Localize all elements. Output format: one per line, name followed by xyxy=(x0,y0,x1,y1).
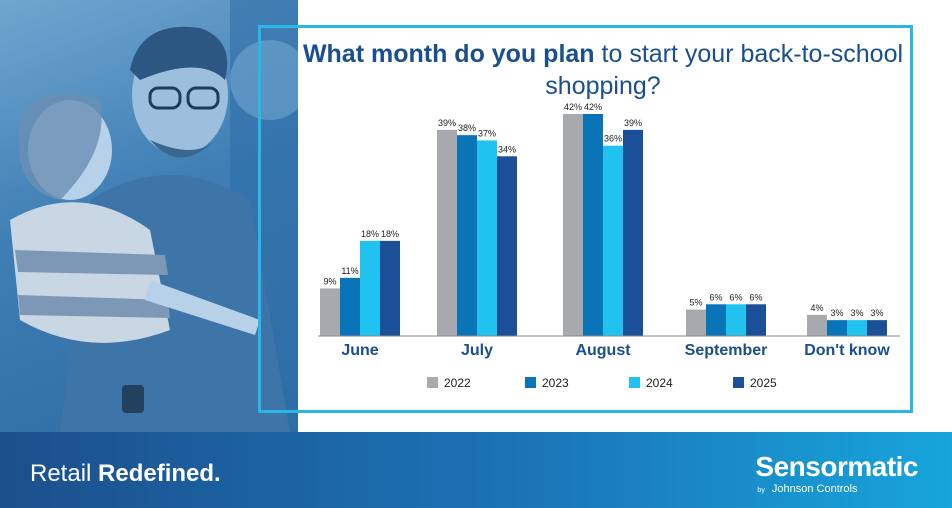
bar xyxy=(686,310,706,336)
bar xyxy=(360,241,380,336)
data-label: 3% xyxy=(870,308,883,318)
category-label: Don't know xyxy=(804,342,890,359)
data-label: 42% xyxy=(564,102,582,112)
bar xyxy=(583,114,603,336)
data-label: 6% xyxy=(709,292,722,302)
tagline-bold: Redefined. xyxy=(98,460,221,487)
category-label: August xyxy=(575,342,631,359)
bar xyxy=(457,135,477,336)
bar xyxy=(746,304,766,336)
bar xyxy=(437,130,457,336)
data-label: 3% xyxy=(830,308,843,318)
brand-name: Sensormatic xyxy=(755,452,918,482)
legend-swatch xyxy=(629,377,640,388)
category-label: September xyxy=(685,342,768,359)
data-label: 39% xyxy=(438,118,456,128)
category-label: July xyxy=(461,342,493,359)
legend-label: 2023 xyxy=(542,376,569,390)
legend-label: 2024 xyxy=(646,376,673,390)
data-label: 4% xyxy=(810,303,823,313)
data-label: 3% xyxy=(850,308,863,318)
tagline-regular: Retail xyxy=(30,460,91,487)
legend-swatch xyxy=(427,377,438,388)
data-label: 42% xyxy=(584,102,602,112)
legend-label: 2022 xyxy=(444,376,471,390)
bar xyxy=(706,304,726,336)
data-label: 6% xyxy=(729,292,742,302)
footer-banner: Retail Redefined. Sensormatic by Johnson… xyxy=(0,432,952,508)
brand-by: by xyxy=(757,487,764,494)
tagline: Retail Redefined. xyxy=(30,460,221,488)
brand-logo: Sensormatic by Johnson Controls xyxy=(755,452,918,498)
category-label: June xyxy=(341,342,378,359)
data-label: 37% xyxy=(478,128,496,138)
family-illustration xyxy=(0,0,298,432)
brand-parent: Johnson Controls xyxy=(772,483,858,495)
legend-swatch xyxy=(525,377,536,388)
data-label: 9% xyxy=(323,276,336,286)
chart-title-regular: to start your back-to-school shopping? xyxy=(545,40,903,100)
data-label: 5% xyxy=(689,298,702,308)
bar xyxy=(320,288,340,336)
data-label: 18% xyxy=(381,229,399,239)
bar xyxy=(380,241,400,336)
bar xyxy=(340,278,360,336)
brand-sub: by Johnson Controls xyxy=(755,482,918,498)
data-label: 38% xyxy=(458,123,476,133)
legend-label: 2025 xyxy=(750,376,777,390)
data-label: 11% xyxy=(341,266,358,276)
bar xyxy=(603,146,623,336)
data-label: 39% xyxy=(624,118,642,128)
bar xyxy=(827,320,847,336)
chart-title: What month do you plan to start your bac… xyxy=(298,38,908,102)
data-label: 18% xyxy=(361,229,379,239)
bar xyxy=(847,320,867,336)
bar xyxy=(867,320,887,336)
chart-title-bold: What month do you plan xyxy=(303,40,595,68)
bar xyxy=(477,140,497,336)
data-label: 6% xyxy=(749,292,762,302)
bar xyxy=(807,315,827,336)
bar xyxy=(497,156,517,336)
bar xyxy=(623,130,643,336)
data-label: 36% xyxy=(604,134,622,144)
bar xyxy=(726,304,746,336)
hero-photo xyxy=(0,0,298,432)
data-label: 34% xyxy=(498,144,516,154)
bar xyxy=(563,114,583,336)
legend-swatch xyxy=(733,377,744,388)
